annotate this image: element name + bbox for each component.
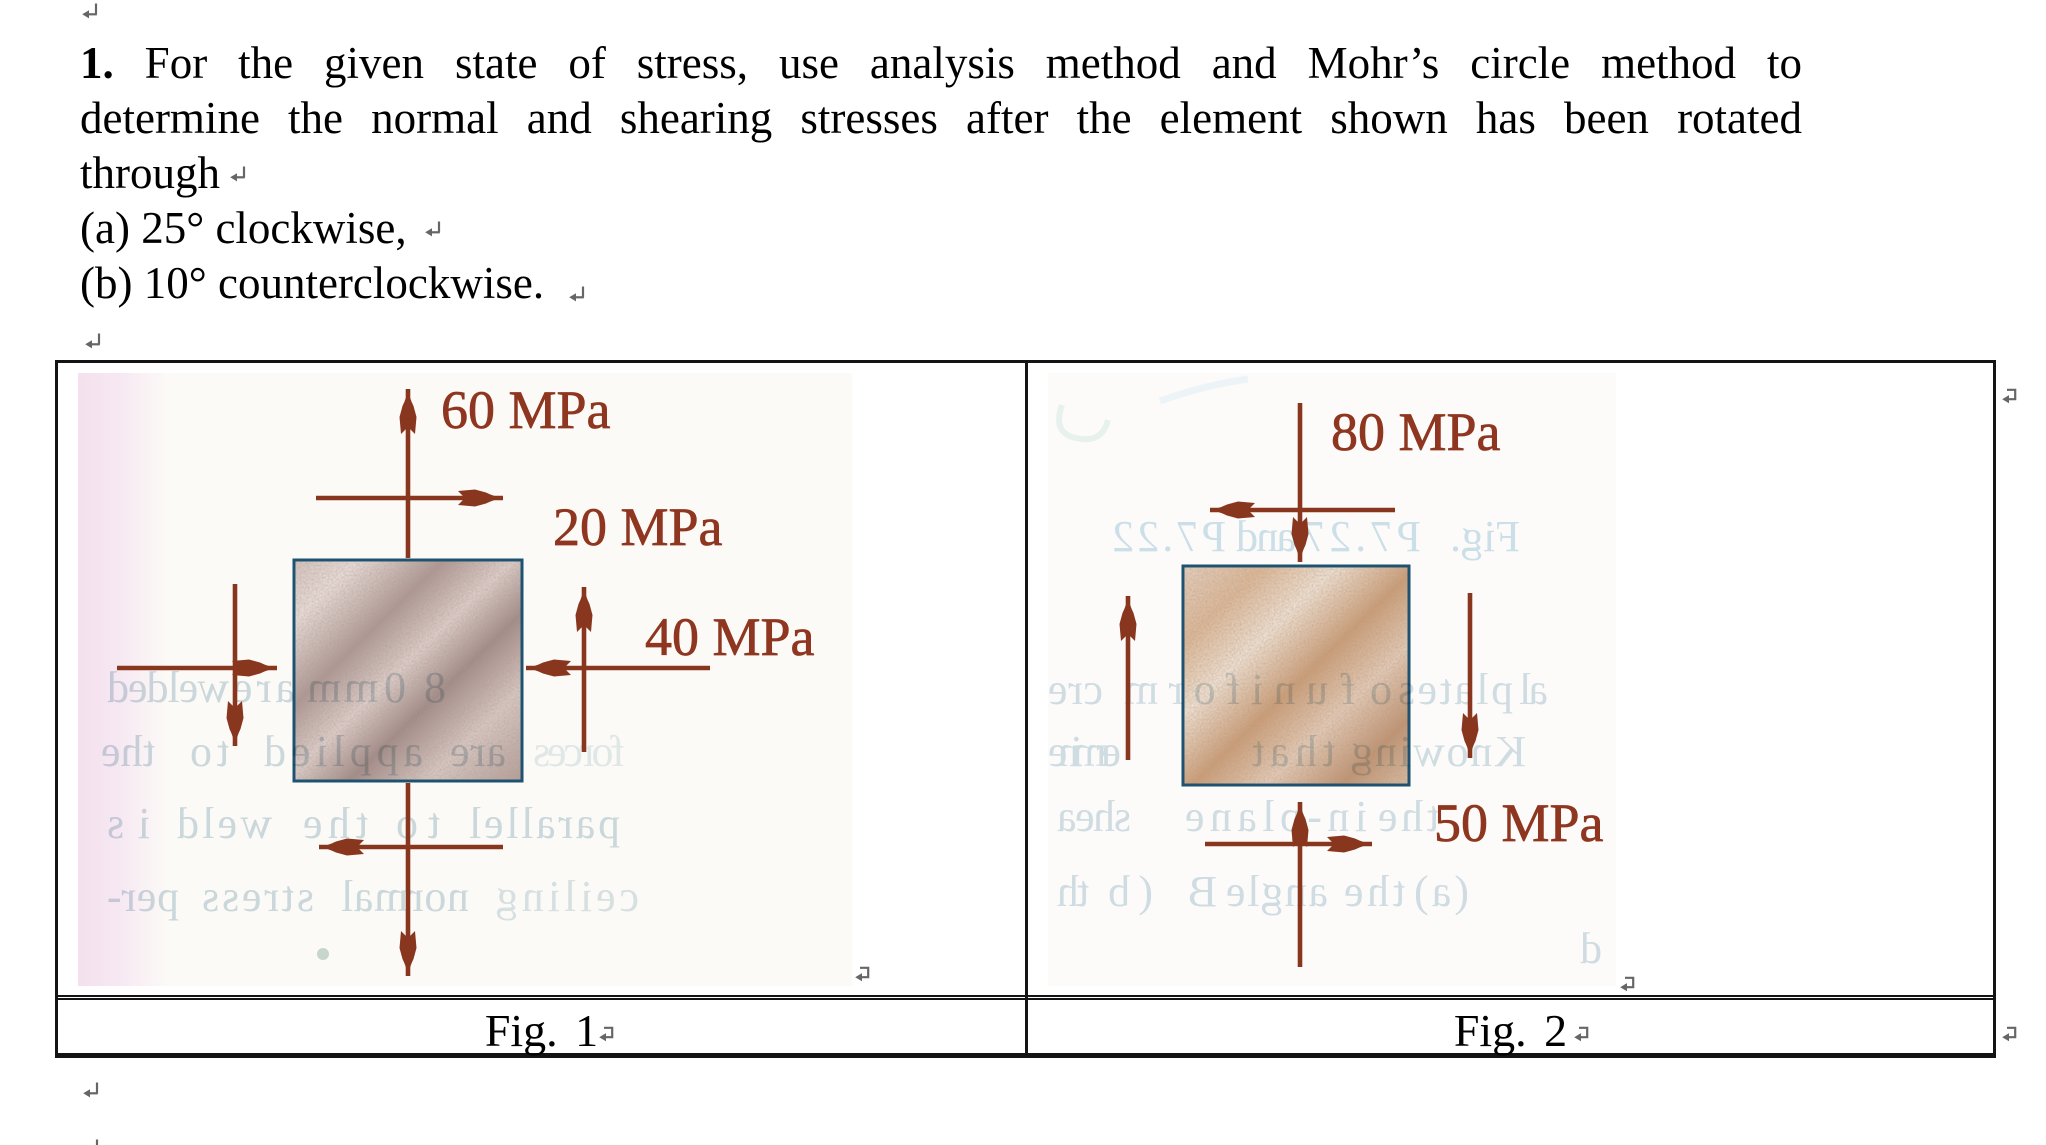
svg-text:the: the bbox=[303, 799, 368, 848]
svg-text:parallel: parallel bbox=[469, 799, 620, 848]
svg-text:and: and bbox=[1236, 512, 1296, 561]
svg-text:to: to bbox=[190, 727, 229, 776]
svg-text:P7.22: P7.22 bbox=[1112, 512, 1226, 561]
svg-text:weld: weld bbox=[177, 799, 272, 848]
svg-text:th: th bbox=[1057, 867, 1089, 916]
svg-text:80 MPa: 80 MPa bbox=[1331, 402, 1501, 462]
svg-text:are: are bbox=[233, 663, 295, 712]
svg-text:P7.27: P7.27 bbox=[1303, 512, 1421, 561]
svg-text:angle: angle bbox=[1226, 867, 1328, 916]
svg-text:forces: forces bbox=[533, 727, 625, 776]
svg-text:the: the bbox=[1344, 867, 1405, 916]
svg-text:plates: plates bbox=[1398, 665, 1513, 714]
svg-text:60 MPa: 60 MPa bbox=[441, 380, 611, 440]
svg-text:al: al bbox=[1519, 665, 1548, 714]
svg-text:cre: cre bbox=[1048, 665, 1103, 714]
svg-text:the: the bbox=[1378, 792, 1439, 841]
svg-text:(b: (b bbox=[1108, 867, 1153, 916]
svg-text:B: B bbox=[1188, 867, 1217, 916]
svg-text:Fig.: Fig. bbox=[1450, 512, 1520, 561]
svg-text:per-: per- bbox=[107, 872, 179, 921]
svg-text:40 MPa: 40 MPa bbox=[645, 607, 815, 667]
svg-text:welded: welded bbox=[107, 663, 229, 712]
svg-text:applied: applied bbox=[264, 727, 423, 776]
svg-text:shea: shea bbox=[1057, 792, 1131, 841]
svg-text:(a): (a) bbox=[1414, 867, 1469, 916]
svg-text:ceiling: ceiling bbox=[496, 872, 639, 921]
svg-text:stress: stress bbox=[202, 872, 314, 921]
svg-text:normal: normal bbox=[341, 872, 469, 921]
svg-text:is: is bbox=[107, 799, 150, 848]
svg-text:in-plane: in-plane bbox=[1185, 792, 1367, 841]
svg-text:ermine: ermine bbox=[1048, 727, 1121, 776]
svg-text:20 MPa: 20 MPa bbox=[553, 497, 723, 557]
svg-text:to: to bbox=[396, 799, 440, 848]
svg-text:are: are bbox=[450, 727, 506, 776]
svg-text:the: the bbox=[101, 727, 155, 776]
svg-text:50 MPa: 50 MPa bbox=[1434, 793, 1604, 853]
svg-text:ld: ld bbox=[1580, 924, 1616, 973]
svg-text:Knowing: Knowing bbox=[1351, 727, 1526, 776]
